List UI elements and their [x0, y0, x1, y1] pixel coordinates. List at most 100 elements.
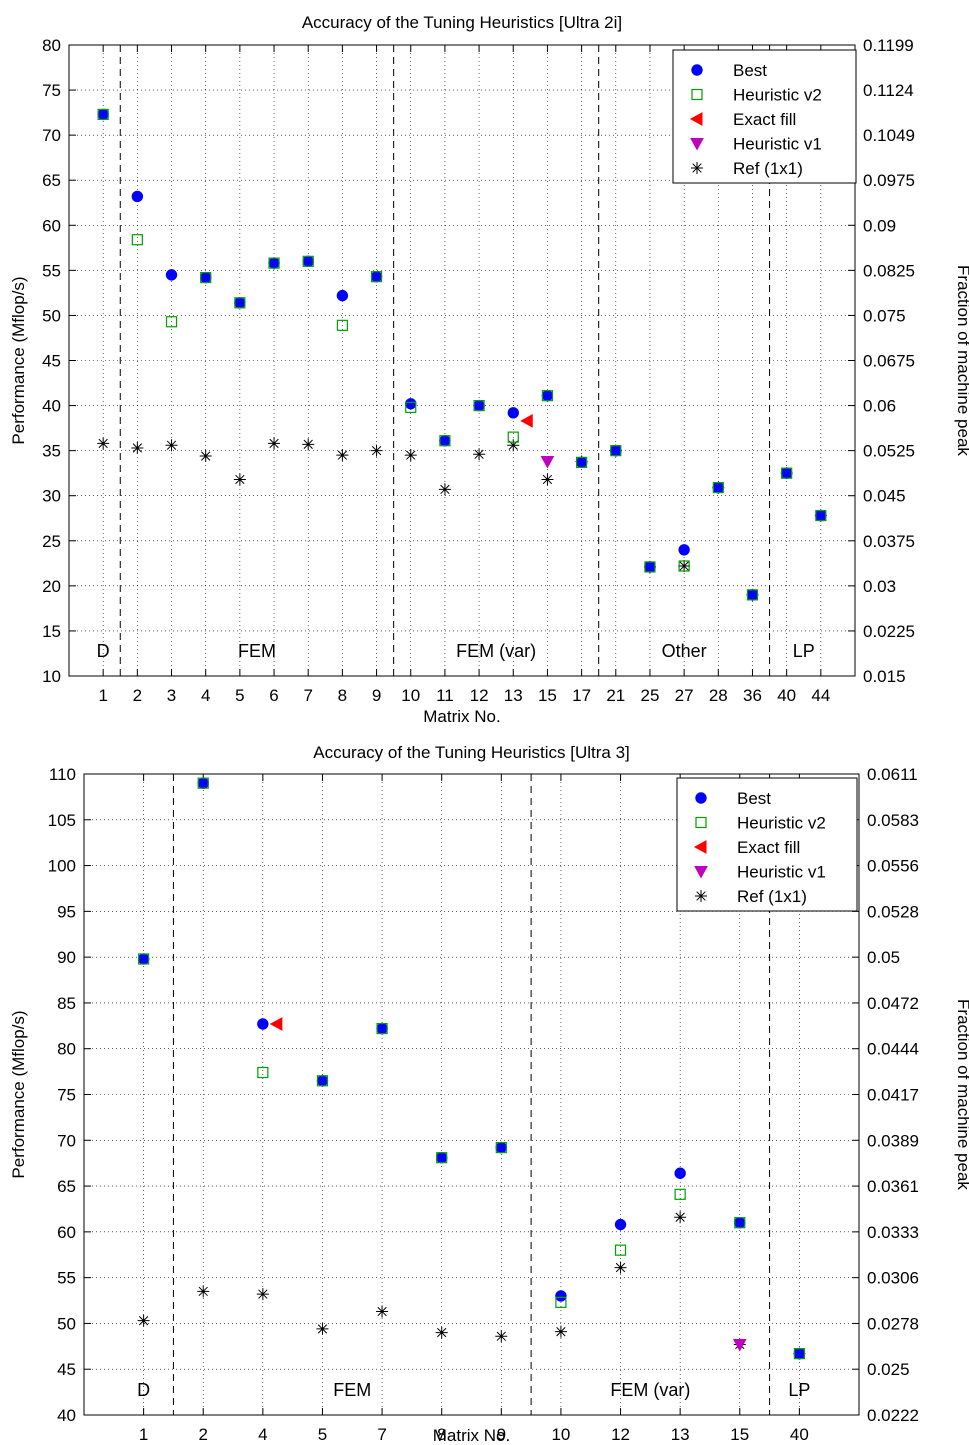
data-point	[336, 449, 349, 462]
y-tick-label: 100	[48, 857, 76, 876]
data-point	[495, 1142, 507, 1154]
y-tick-label: 65	[42, 171, 61, 190]
data-point	[815, 509, 827, 522]
y-tick-label: 105	[48, 811, 76, 830]
y-tick-label: 85	[57, 994, 76, 1013]
x-tick-label: 15	[730, 1425, 749, 1444]
y-tick-label: 55	[42, 261, 61, 280]
data-point	[555, 1290, 567, 1302]
y-tick-label: 95	[57, 902, 76, 921]
legend-box	[672, 49, 857, 184]
data-point	[257, 1066, 269, 1079]
y2-tick-label: 0.0375	[863, 532, 915, 551]
y2-tick-label: 0.0278	[867, 1314, 919, 1333]
x-tick-label: 13	[504, 686, 523, 705]
data-point	[316, 1075, 329, 1087]
y2-tick-label: 0.1049	[863, 126, 915, 145]
x-tick-label: 8	[338, 686, 347, 705]
data-point	[610, 445, 622, 457]
legend-label: Ref (1x1)	[737, 887, 807, 906]
x-tick-label: 21	[606, 686, 625, 705]
y-tick-label: 60	[42, 216, 61, 235]
chart-2: D FEM FEM (var) LP4045505560657075808590951…	[9, 743, 969, 1445]
y-tick-label: 50	[42, 306, 61, 325]
data-point	[439, 435, 451, 447]
group-label: LP	[793, 641, 815, 661]
data-point	[302, 255, 314, 267]
y2-tick-label: 0.015	[863, 667, 906, 686]
y-tick-label: 70	[42, 126, 61, 145]
legend-label: Exact fill	[737, 838, 800, 857]
data-point	[165, 439, 178, 452]
legend-marker	[694, 866, 708, 879]
legend-box	[676, 777, 858, 912]
legend-label: Heuristic v2	[733, 86, 822, 105]
legend-marker	[691, 64, 703, 76]
data-point	[336, 319, 348, 331]
y2-tick-label: 0.0306	[867, 1269, 919, 1288]
x-tick-label: 15	[538, 686, 557, 705]
y-tick-label: 80	[57, 1040, 76, 1059]
legend-marker	[693, 840, 707, 854]
data-point	[199, 450, 212, 463]
data-point	[131, 190, 144, 203]
data-point	[473, 448, 486, 461]
data-point	[268, 437, 281, 450]
data-point	[712, 481, 725, 494]
data-point	[234, 297, 246, 309]
group-label: FEM	[238, 641, 276, 661]
data-point	[197, 777, 209, 789]
data-point	[793, 1347, 806, 1360]
x-tick-label: 8	[437, 1425, 446, 1444]
data-point	[712, 482, 724, 494]
y-tick-label: 110	[49, 765, 76, 784]
y2-tick-label: 0.0556	[867, 857, 919, 876]
x-tick-label: 2	[133, 686, 142, 705]
data-point	[268, 257, 280, 269]
y-tick-label: 70	[57, 1131, 76, 1150]
x-tick-label: 12	[611, 1425, 630, 1444]
y2-axis-label: Fraction of machine peak	[954, 999, 969, 1190]
data-point	[316, 1322, 329, 1335]
x-tick-label: 1	[139, 1425, 148, 1444]
y2-tick-label: 0.0361	[867, 1177, 919, 1196]
group-label: FEM (var)	[610, 1380, 690, 1400]
x-tick-label: 9	[497, 1425, 506, 1444]
legend-label: Ref (1x1)	[733, 159, 803, 178]
y2-tick-label: 0.0528	[867, 902, 919, 921]
y2-tick-label: 0.05	[867, 948, 900, 967]
x-tick-label: 40	[790, 1425, 809, 1444]
data-point	[436, 1152, 448, 1164]
series-heuristic-v2	[97, 108, 827, 601]
data-point	[555, 1296, 567, 1308]
data-point	[234, 297, 246, 309]
series-exact-fill	[269, 1017, 283, 1031]
chart-1: D FEM FEM (var) Other LP10152025303540455055…	[9, 13, 969, 726]
legend-label: Best	[737, 789, 771, 808]
data-point	[137, 1314, 150, 1327]
x-tick-label: 4	[201, 686, 210, 705]
data-point	[97, 108, 109, 121]
data-point	[97, 108, 109, 121]
data-point	[507, 439, 520, 452]
legend-marker	[689, 112, 703, 126]
y-axis-label: Performance (Mflop/s)	[9, 276, 28, 444]
y2-tick-label: 0.0525	[863, 442, 915, 461]
data-point	[614, 1261, 627, 1274]
y2-tick-label: 0.0975	[863, 171, 915, 190]
legend: Best Heuristic v2 Exact fill Heuristic v1 Re…	[672, 49, 857, 184]
data-point	[614, 1244, 627, 1256]
legend-label: Heuristic v1	[737, 863, 826, 882]
y2-tick-label: 0.03	[863, 577, 896, 596]
y-tick-label: 90	[57, 948, 76, 967]
data-point	[131, 441, 144, 454]
legend-label: Heuristic v2	[737, 814, 826, 833]
series-heuristic-v2	[138, 777, 805, 1360]
x-tick-label: 36	[743, 686, 762, 705]
data-point	[614, 1218, 627, 1231]
x-tick-label: 2	[198, 1425, 207, 1444]
y2-tick-label: 0.09	[863, 216, 896, 235]
data-point	[199, 271, 212, 284]
data-point	[473, 399, 485, 412]
